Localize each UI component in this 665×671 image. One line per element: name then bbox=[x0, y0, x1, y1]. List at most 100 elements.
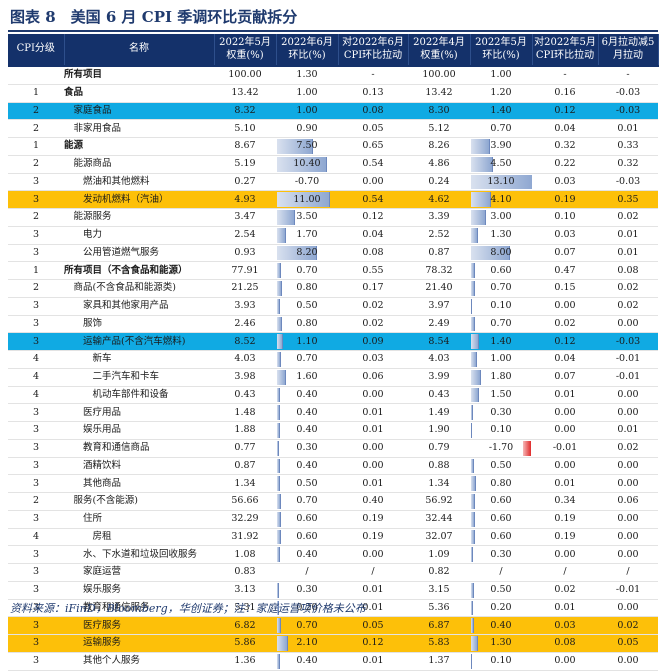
cell-value: 0.40 bbox=[490, 619, 512, 631]
cell-m5: 1.40 bbox=[470, 102, 532, 121]
cell-level: 3 bbox=[8, 599, 64, 618]
cell-diff: 0.01 bbox=[598, 119, 658, 138]
cell-m6: 3.50 bbox=[276, 208, 338, 227]
column-header-line2: 环比(%) bbox=[482, 49, 520, 61]
cell-w4: 100.00 bbox=[408, 64, 470, 85]
cell-value: 3 bbox=[32, 477, 40, 489]
source-note: 资料来源：iFinD，Bloomberg，华创证券；注：家庭运营项价格未公布 bbox=[10, 602, 366, 615]
cell-w4: 0.24 bbox=[408, 173, 470, 192]
cell-p5: 0.01 bbox=[532, 386, 598, 405]
cell-p5: 0.00 bbox=[532, 652, 598, 671]
cell-value: 0.15 bbox=[554, 282, 576, 294]
column-header-line1: 对2022年6月 bbox=[342, 37, 404, 48]
cell-m6: 0.50 bbox=[276, 297, 338, 316]
cell-p5: 0.02 bbox=[532, 581, 598, 600]
cell-p5: 0.03 bbox=[532, 173, 598, 192]
cell-value: -0.03 bbox=[615, 175, 641, 187]
cell-w4: 2.49 bbox=[408, 315, 470, 334]
cell-level: 3 bbox=[8, 652, 64, 671]
cell-value: 0.01 bbox=[554, 477, 576, 489]
column-header: 6月拉动减5 月拉动 bbox=[598, 34, 659, 66]
cell-m6: 8.20 bbox=[276, 244, 338, 263]
cell-value: 0.40 bbox=[296, 459, 318, 471]
cell-value: 1.40 bbox=[490, 104, 512, 116]
cell-value: 0.50 bbox=[490, 459, 512, 471]
cell-value: 8.54 bbox=[428, 335, 450, 347]
cell-value: 0.10 bbox=[554, 211, 576, 223]
cell-w4: 3.99 bbox=[408, 368, 470, 387]
data-bar bbox=[277, 281, 282, 296]
cell-w4: 0.43 bbox=[408, 386, 470, 405]
data-bar bbox=[277, 405, 280, 420]
cell-value: 3 bbox=[32, 317, 40, 329]
data-bar bbox=[277, 618, 282, 633]
table-row: 3 酒精饮料 0.87 0.40 0.00 0.88 0.50 0.00 0.00 bbox=[8, 457, 658, 476]
cell-w5: 8.67 bbox=[214, 137, 276, 156]
data-bar bbox=[471, 653, 473, 669]
cell-value: 0.47 bbox=[554, 264, 576, 276]
cell-w5: 0.83 bbox=[214, 563, 276, 582]
cell-value: 教育和通信服务 bbox=[64, 601, 150, 613]
cell-w4: 32.44 bbox=[408, 510, 470, 529]
cell-p6: 0.00 bbox=[338, 545, 408, 564]
cell-w5: 1.36 bbox=[214, 652, 276, 671]
data-bar bbox=[277, 600, 279, 616]
cell-value: - bbox=[371, 69, 375, 81]
cell-m5: 3.90 bbox=[470, 137, 532, 156]
data-bar bbox=[277, 227, 287, 243]
cell-value: 服饰 bbox=[64, 317, 103, 329]
cell-w5: 6.82 bbox=[214, 616, 276, 635]
cell-level: 3 bbox=[8, 332, 64, 351]
cell-p5: 0.03 bbox=[532, 226, 598, 245]
table-row: 3 医疗服务 6.82 0.70 0.05 6.87 0.40 0.03 0.02 bbox=[8, 616, 658, 635]
cell-value: 能源 bbox=[64, 140, 84, 152]
cell-level: 3 bbox=[8, 421, 64, 440]
cell-value: 0.03 bbox=[362, 353, 384, 365]
cell-value: 1.70 bbox=[296, 229, 318, 241]
cell-diff: 0.02 bbox=[598, 616, 658, 635]
cell-name: 所有项目（不含食品和能源） bbox=[64, 261, 214, 280]
cell-value: 32.07 bbox=[425, 530, 453, 542]
cell-value: 0.00 bbox=[362, 442, 384, 454]
cell-name: 其他个人服务 bbox=[64, 652, 214, 671]
column-header-line1: 2022年6月 bbox=[281, 37, 333, 48]
cell-value: 0.19 bbox=[362, 513, 384, 525]
cell-name: 电力 bbox=[64, 226, 214, 245]
cell-value: 0.04 bbox=[554, 122, 576, 134]
cell-value: 0.00 bbox=[554, 459, 576, 471]
cell-value: 0.40 bbox=[296, 388, 318, 400]
cell-m5: 0.30 bbox=[470, 403, 532, 422]
cell-m6: 11.00 bbox=[276, 190, 338, 209]
cell-diff: 0.05 bbox=[598, 634, 658, 653]
cell-value: 0.60 bbox=[490, 530, 512, 542]
column-header: 2022年5月 权重(%) bbox=[214, 34, 277, 66]
cell-diff: 0.02 bbox=[598, 279, 658, 298]
cell-m5: 0.10 bbox=[470, 652, 532, 671]
cell-value: 0.00 bbox=[617, 406, 639, 418]
cell-level: 2 bbox=[8, 119, 64, 138]
cell-value: 5.86 bbox=[234, 637, 256, 649]
cell-level: 3 bbox=[8, 403, 64, 422]
cell-value: 1 bbox=[32, 87, 40, 99]
data-bar bbox=[471, 423, 473, 438]
cell-value: 0.02 bbox=[617, 300, 639, 312]
cell-value: 电力 bbox=[64, 229, 103, 241]
cell-value: / bbox=[305, 566, 309, 578]
cell-value: 0.40 bbox=[296, 548, 318, 560]
cell-value: 6.82 bbox=[234, 619, 256, 631]
cell-value: 3.90 bbox=[490, 140, 512, 152]
data-bar bbox=[277, 192, 331, 207]
cell-value: 0.30 bbox=[490, 548, 512, 560]
column-header-line1: 2022年5月 bbox=[219, 37, 271, 48]
cell-p6: 0.40 bbox=[338, 492, 408, 511]
cell-m6: 0.80 bbox=[276, 315, 338, 334]
cell-w4: 8.54 bbox=[408, 332, 470, 351]
cell-value: 0.40 bbox=[296, 406, 318, 418]
table-header-row: CPI分级 名称 2022年5月 权重(%) 2022年6月 环比(%) 对2022年6月 C… bbox=[8, 34, 659, 66]
cell-m6: 0.40 bbox=[276, 403, 338, 422]
cell-value: 娱乐用品 bbox=[64, 424, 122, 436]
cell-w4: 32.07 bbox=[408, 528, 470, 547]
cell-value: 1.09 bbox=[428, 548, 450, 560]
cell-value: 3 bbox=[32, 548, 40, 560]
cell-value: 0.90 bbox=[296, 122, 318, 134]
